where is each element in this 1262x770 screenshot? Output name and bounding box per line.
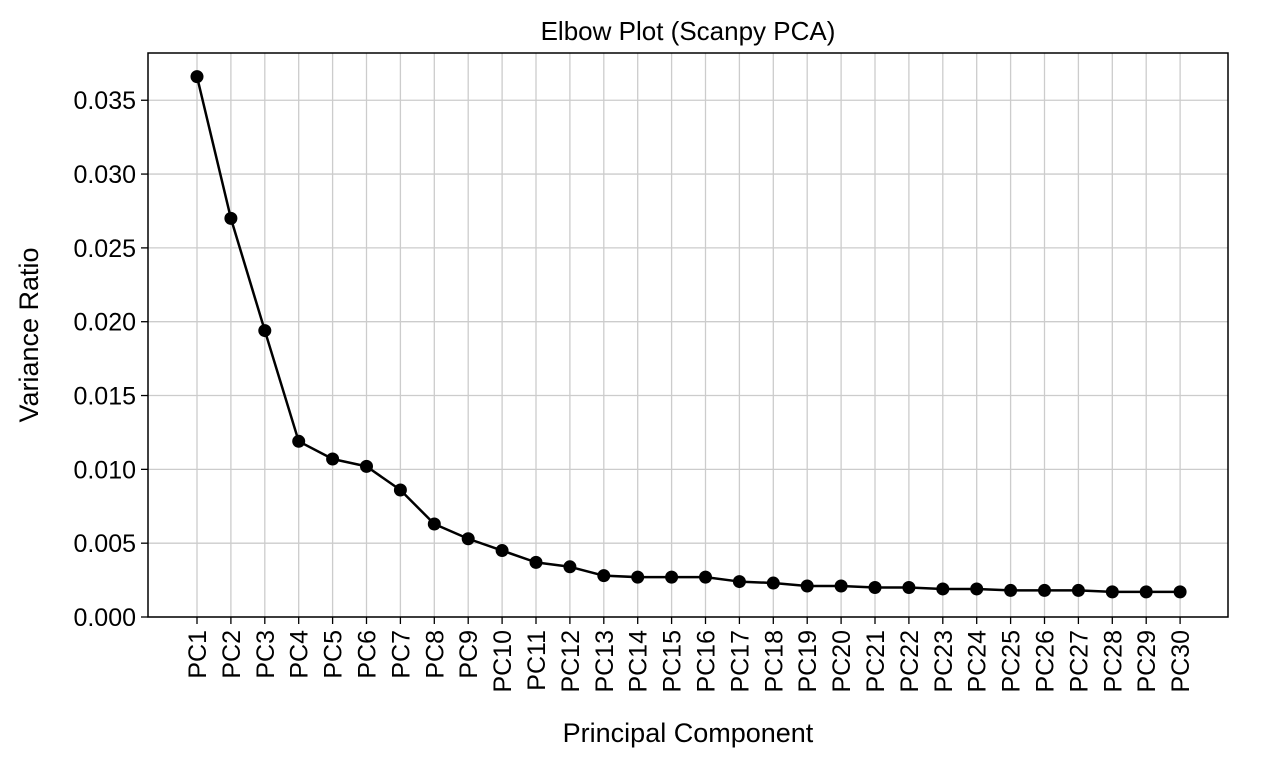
x-axis-title: Principal Component [563, 718, 814, 748]
data-point-pc16 [699, 570, 712, 584]
x-tick-label: PC28 [1099, 630, 1127, 693]
x-tick-label: PC17 [726, 630, 754, 693]
x-tick-label: PC2 [218, 630, 246, 679]
x-tick-label: PC10 [489, 630, 517, 693]
y-tick-label: 0.005 [73, 530, 136, 558]
chart-title: Elbow Plot (Scanpy PCA) [541, 16, 836, 46]
x-tick-label: PC5 [320, 630, 348, 679]
series-line [195, 76, 1181, 594]
data-point-pc9 [461, 532, 475, 546]
x-tick-label: PC22 [896, 630, 924, 693]
data-point-pc7 [393, 483, 407, 497]
x-tick-label: PC14 [625, 630, 653, 693]
y-tick-label: 0.035 [73, 87, 136, 115]
grid-lines [148, 53, 1228, 618]
x-tick-label: PC20 [828, 630, 856, 693]
x-axis: PC1 PC2 PC3 PC4 PC5 PC6 PC7 PC8 PC9 PC10 PC11 PC12 P… [184, 617, 1195, 693]
x-tick-label: PC8 [421, 630, 449, 679]
data-point-pc24 [970, 582, 984, 596]
x-tick-label: PC18 [760, 630, 788, 693]
x-tick-label: PC25 [998, 630, 1026, 693]
y-axis: 0.000 0.005 0.010 0.015 0.020 0.025 0.030 0.035 [73, 87, 148, 632]
y-tick-label: 0.010 [73, 456, 136, 484]
x-tick-label: PC19 [794, 630, 822, 693]
data-point-pc21 [868, 580, 882, 594]
x-tick-label: PC1 [184, 630, 212, 679]
data-point-pc26 [1038, 583, 1051, 597]
x-tick-label: PC29 [1133, 630, 1161, 693]
plot-frame [147, 52, 1229, 618]
data-point-pc10 [495, 544, 509, 558]
x-tick-label: PC3 [252, 630, 280, 679]
y-tick-label: 0.000 [73, 604, 136, 632]
data-point-pc27 [1071, 583, 1085, 597]
x-tick-label: PC15 [659, 630, 687, 693]
data-point-pc1 [190, 70, 204, 84]
data-point-pc18 [766, 576, 780, 590]
x-tick-label: PC4 [286, 630, 314, 679]
data-point-pc13 [597, 569, 611, 583]
data-series-line [195, 76, 1181, 594]
y-tick-label: 0.030 [73, 161, 136, 189]
x-tick-label: PC6 [354, 630, 382, 679]
x-tick-label: PC13 [591, 630, 619, 693]
data-point-pc8 [427, 517, 441, 531]
y-tick-label: 0.020 [73, 309, 136, 337]
data-point-pc14 [631, 570, 645, 584]
x-tick-label: PC7 [387, 630, 415, 679]
data-point-pc29 [1139, 585, 1153, 599]
data-point-pc30 [1173, 585, 1187, 599]
data-point-pc5 [326, 452, 340, 466]
x-tick-label: PC16 [693, 630, 721, 693]
x-tick-label: PC11 [523, 630, 551, 691]
data-point-pc12 [563, 560, 577, 574]
y-axis-title: Variance Ratio [14, 247, 44, 422]
data-point-pc17 [732, 575, 746, 589]
x-tick-label: PC12 [557, 630, 585, 693]
y-tick-label: 0.025 [73, 235, 136, 263]
data-point-pc19 [800, 579, 814, 593]
data-point-pc4 [292, 434, 306, 448]
data-point-pc25 [1004, 583, 1018, 597]
y-tick-label: 0.015 [73, 383, 136, 411]
x-tick-label: PC21 [862, 630, 890, 693]
x-tick-label: PC24 [964, 630, 992, 693]
data-point-pc28 [1105, 585, 1119, 599]
data-point-pc15 [665, 570, 679, 584]
data-point-pc6 [360, 459, 373, 473]
x-tick-label: PC27 [1065, 630, 1093, 693]
x-tick-label: PC9 [455, 630, 483, 679]
data-point-pc11 [529, 555, 543, 569]
data-point-pc20 [834, 579, 848, 593]
x-tick-label: PC26 [1032, 630, 1060, 693]
data-point-pc3 [258, 324, 272, 338]
x-tick-label: PC30 [1167, 630, 1195, 693]
data-point-pc2 [224, 211, 238, 225]
data-points [190, 70, 1187, 599]
data-point-pc23 [936, 582, 950, 596]
x-tick-label: PC23 [930, 630, 958, 693]
data-point-pc22 [902, 580, 916, 594]
